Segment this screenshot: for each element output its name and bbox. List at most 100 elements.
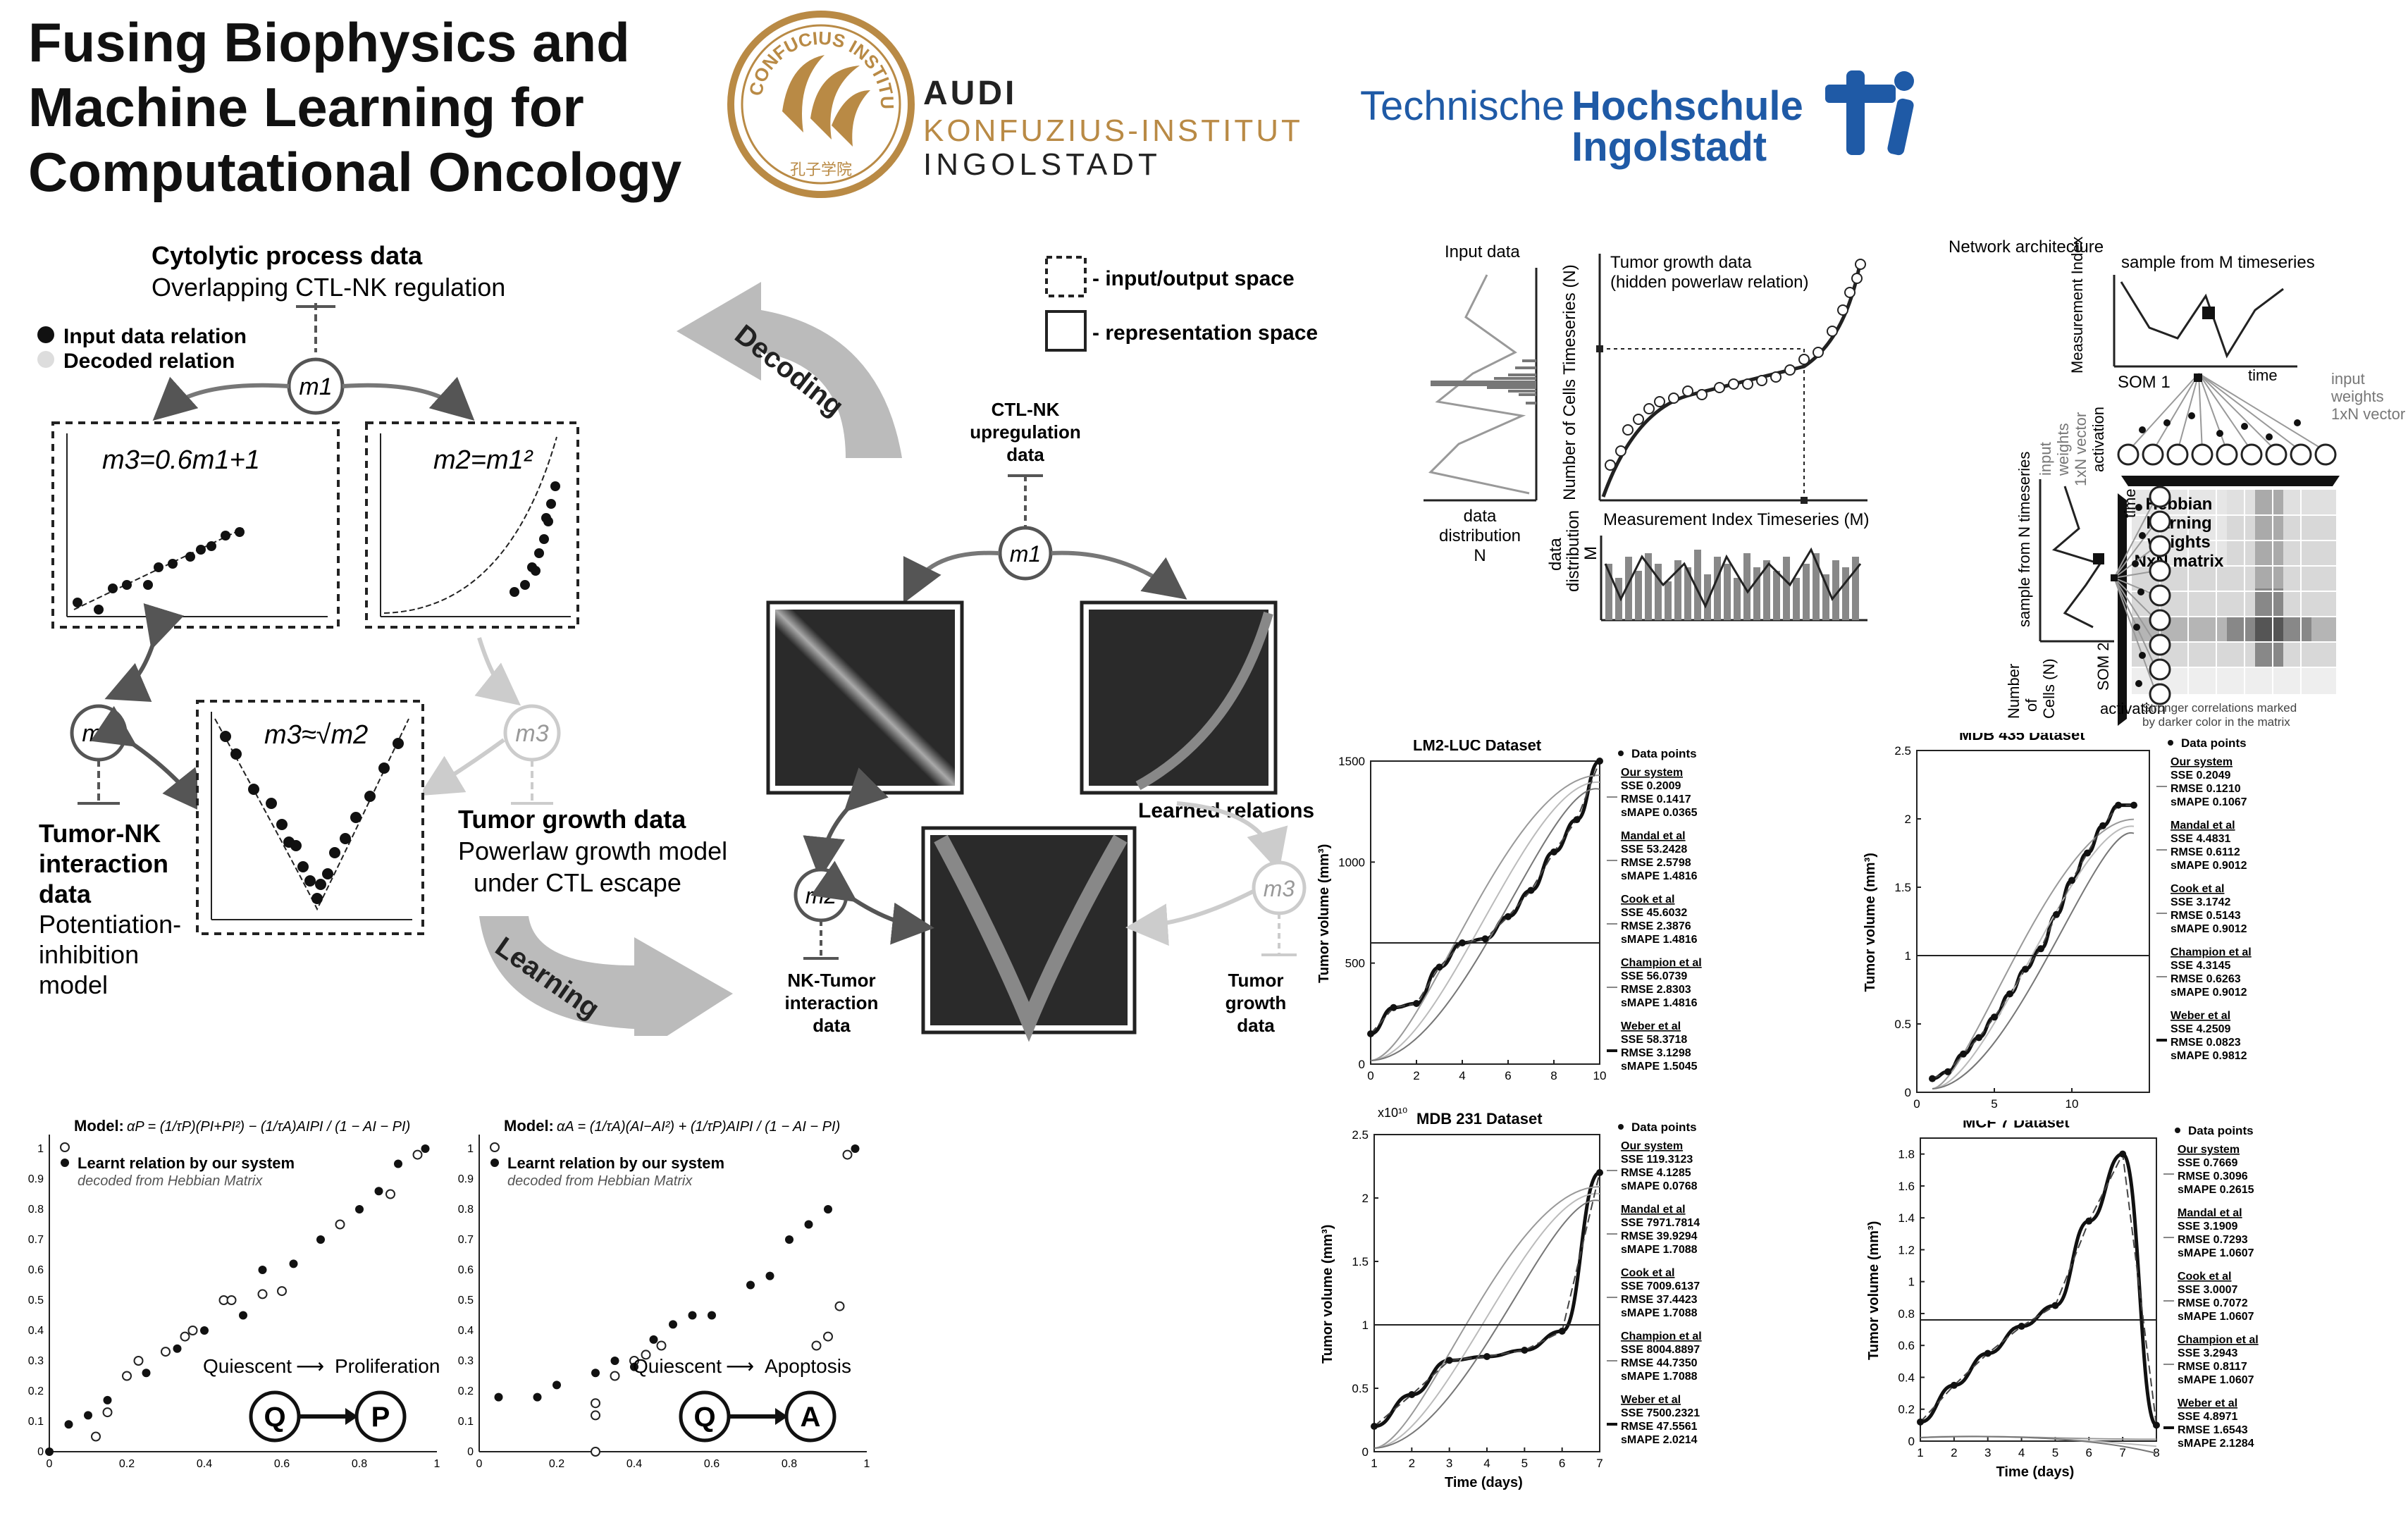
legend-name: Cook et al: [2171, 883, 2224, 895]
learnt-point: [200, 1326, 209, 1335]
legend-name: Champion et al: [1621, 1330, 1702, 1342]
legend-name: Cook et al: [1621, 894, 1674, 906]
learnt-point: [824, 1205, 832, 1214]
data-point: [1413, 1000, 1420, 1007]
confucius-logo: CONFUCIUS INSTITUTE 孔子学院 AUDI KONFUZIUS-…: [719, 6, 1300, 198]
activation2-label: activation: [2100, 700, 2166, 717]
tumor-growth-line1: Powerlaw growth model: [458, 836, 727, 865]
legend-stat: RMSE 0.3096: [2178, 1171, 2248, 1182]
legend-stat: sMAPE 0.2615: [2178, 1184, 2254, 1196]
legend-stat: sMAPE 1.7088: [1621, 1244, 1698, 1256]
y-tick-label: 1.2: [1898, 1243, 1915, 1256]
y-tick-label: 1500: [1338, 755, 1365, 768]
mid-node-m2-label: m2: [805, 883, 837, 908]
data-point: [1991, 1013, 1998, 1021]
title-line-1: Fusing Biophysics and: [28, 11, 630, 73]
series-model-curve: [1370, 781, 1600, 1061]
learnt-point: [142, 1369, 151, 1378]
legend-stat: sMAPE 1.4816: [1621, 870, 1698, 882]
svg-text:data: data: [39, 879, 92, 908]
legend-stat: SSE 4.8971: [2178, 1411, 2238, 1423]
y-tick-label: 0.6: [458, 1264, 474, 1276]
svg-text:data: data: [1464, 507, 1497, 526]
meas-index-label: Measurement Index (M): [2068, 233, 2086, 373]
learning-arrow: Learning: [479, 916, 733, 1036]
svg-text:interaction: interaction: [39, 849, 168, 878]
decoded-point: [591, 1398, 600, 1409]
x-tick-label: 1: [1371, 1457, 1377, 1470]
mid-node-m1: [998, 526, 1053, 581]
thi-technische: Technische: [1360, 83, 1564, 129]
series-our-system: [1920, 1152, 2159, 1427]
chart-frame: [1920, 1137, 2157, 1442]
x-tick-label: 4: [1459, 1069, 1465, 1082]
svg-text:Stronger correlations marked: Stronger correlations marked: [2142, 701, 2297, 715]
series-model-curve: [1370, 774, 1600, 1061]
data-point: [2006, 990, 2013, 998]
legend-name: Data points: [2188, 1124, 2254, 1137]
learnt-point: [630, 1362, 638, 1371]
svg-text:Number: Number: [2005, 664, 2023, 719]
learnt-point: [610, 1357, 619, 1365]
left-relation-diagram: Cytolytic process data Overlapping CTL-N…: [37, 241, 902, 1036]
legend-stat: RMSE 39.9294: [1621, 1230, 1698, 1242]
learnt-point: [533, 1392, 542, 1402]
x-tick-label: 7: [2119, 1446, 2125, 1459]
svg-text:NK-Tumor: NK-Tumor: [787, 970, 875, 991]
tg-sub: (hidden powerlaw relation): [1610, 273, 1808, 292]
decoded-point: [180, 1331, 190, 1342]
legend-stat: RMSE 0.7293: [2178, 1234, 2248, 1246]
series-model-curve: [1932, 825, 2135, 1089]
legend-stat: RMSE 0.8117: [2178, 1361, 2247, 1373]
series-our-system: [1370, 759, 1601, 1036]
svg-text:of: of: [2023, 698, 2040, 712]
series-model-curve: [1920, 1435, 2157, 1455]
network-architecture: Network architecture sample from M times…: [1949, 233, 2405, 729]
learnt-point: [765, 1271, 774, 1280]
learnt-point: [374, 1187, 383, 1196]
legend-stat: sMAPE 1.4816: [1621, 997, 1698, 1009]
title-line-2: Machine Learning for: [28, 76, 584, 138]
x-tick-label: 5: [2052, 1446, 2058, 1459]
legend-stat: RMSE 0.5143: [2171, 910, 2241, 922]
legend-stat: RMSE 2.8303: [1621, 984, 1691, 996]
legend-stat: sMAPE 0.9812: [2171, 1050, 2247, 1062]
decoded-point: [656, 1340, 667, 1351]
legend-decoded-dot: [37, 351, 54, 368]
legend-name: Mandal et al: [2178, 1207, 2242, 1219]
y-tick-label: 0.2: [28, 1385, 44, 1397]
legend-stat: RMSE 2.5798: [1621, 857, 1691, 869]
x-tick-label: 6: [2086, 1446, 2092, 1459]
y-tick-label: 0.8: [458, 1204, 474, 1216]
data-point: [2119, 1150, 2127, 1158]
y-tick-label: 1: [467, 1143, 474, 1155]
potentiation-label: Potentiation- inhibition model: [39, 910, 181, 999]
eq-linear: m3=0.6m1+1: [102, 445, 260, 475]
y-tick-label: 0.2: [458, 1385, 474, 1397]
legend-stat: sMAPE 0.9012: [2171, 987, 2247, 999]
legend-io: - input/output space: [1092, 267, 1295, 290]
y-tick-label: 0.5: [458, 1295, 474, 1307]
thi-hochschule: Hochschule: [1572, 83, 1803, 129]
data-point: [1573, 816, 1581, 824]
svg-text:model: model: [39, 970, 108, 999]
x-tick-label: 0.2: [549, 1458, 564, 1470]
svg-text:data: data: [1546, 538, 1565, 571]
svg-text:input: input: [2037, 442, 2054, 476]
x-tick-label: 6: [1559, 1457, 1565, 1470]
legend-marker: [2175, 1128, 2180, 1133]
y-tick-label: 1: [1905, 949, 1911, 963]
learnt-point: [64, 1420, 73, 1429]
chart-frame: [1370, 760, 1600, 1065]
series-weber-dashed: [1370, 760, 1600, 1035]
legend-stat: SSE 7971.7814: [1621, 1217, 1700, 1229]
eq-square: m2=m1²: [433, 445, 533, 475]
middle-som-diagram: - input/output space - representation sp…: [766, 256, 1318, 1042]
chart-xlabel: Time (days): [1996, 1464, 2075, 1480]
decoded-point: [412, 1149, 423, 1160]
data-point: [1975, 1034, 1982, 1042]
decoded-point: [277, 1286, 287, 1297]
legend-name: Weber et al: [2178, 1397, 2237, 1409]
x-tick-label: 1: [864, 1458, 870, 1470]
chart-mdb-435: MDB 435 Dataset Tumor volume (mm³) 0 0.5 1 1.…: [1863, 733, 2252, 1111]
